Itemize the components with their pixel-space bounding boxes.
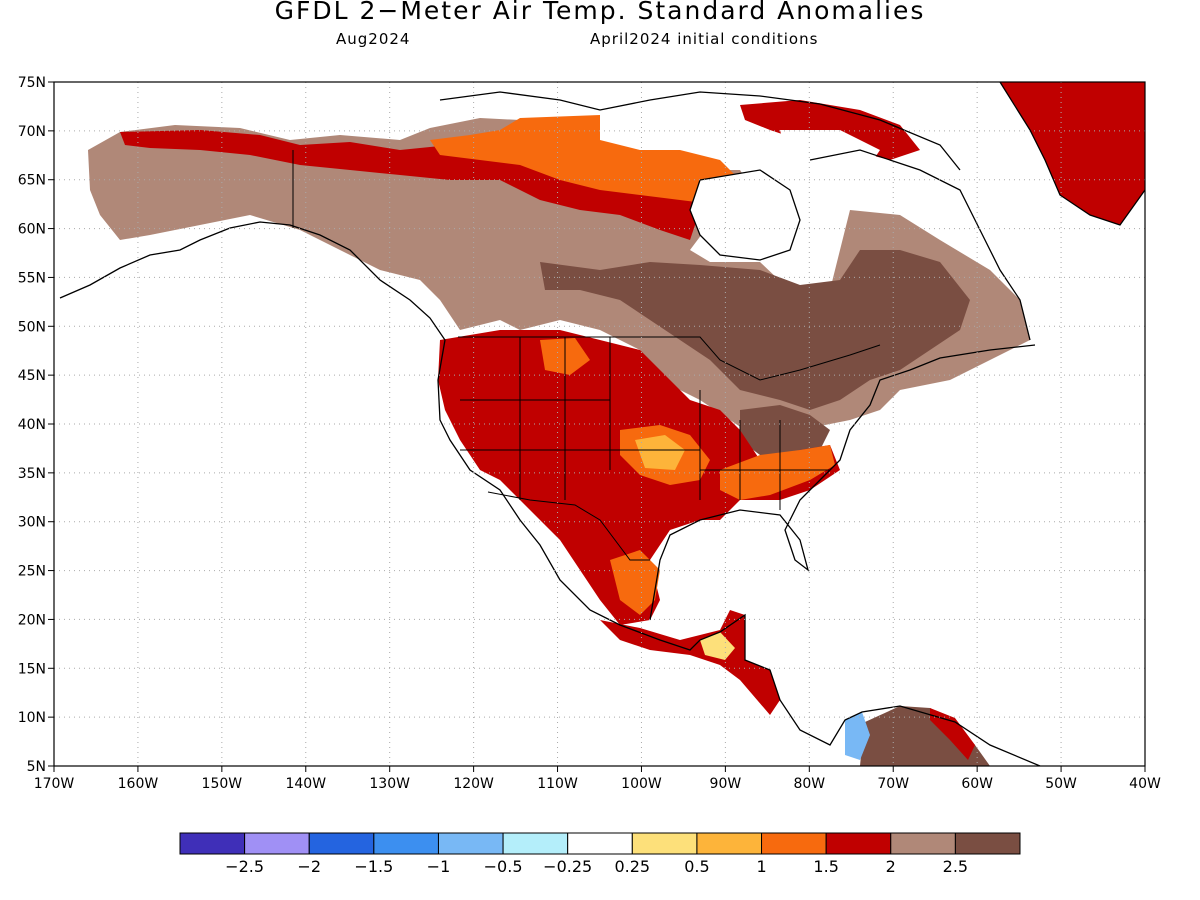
latitude-tick-label: 25N	[18, 564, 46, 580]
anomaly-region-west-us	[438, 330, 840, 625]
colorbar-swatch	[567, 832, 633, 855]
latitude-tick-label: 30N	[18, 515, 46, 531]
border-layer	[292, 150, 881, 561]
anomaly-region-hudson-west	[430, 115, 740, 205]
longitude-tick-label: 120W	[453, 776, 494, 792]
coastline-north-america	[59, 221, 1041, 766]
border-states-west	[460, 337, 700, 500]
border-us-mexico	[487, 491, 650, 561]
colorbar-label: 0.25	[614, 857, 650, 876]
longitude-tick-label: 130W	[369, 776, 410, 792]
latitude-tick-label: 65N	[18, 173, 46, 189]
border-us-canada	[458, 336, 881, 381]
colorbar-label: 2.5	[943, 857, 968, 876]
longitude-tick-label: 50W	[1045, 776, 1077, 792]
colorbar-swatch	[179, 832, 246, 855]
longitude-tick-label: 60W	[961, 776, 993, 792]
latitude-tick-layer: 5N 10N 15N 20N 25N 30N 35N 40N 45N 50N 55N 60N 65N 70…	[18, 75, 54, 775]
colorbar-label: −2	[297, 857, 321, 876]
border-states-east	[699, 390, 830, 510]
latitude-tick-label: 55N	[18, 270, 46, 286]
colorbar-label: 2	[886, 857, 896, 876]
longitude-tick-label: 170W	[34, 776, 75, 792]
coastline-gulf	[649, 344, 1036, 621]
anomaly-region-appalachia	[740, 405, 830, 455]
map-title: GFDL 2−Meter Air Temp. Standard Anomalie…	[274, 0, 926, 25]
colorbar-swatch	[696, 832, 763, 855]
longitude-tick-label: 90W	[710, 776, 742, 792]
latitude-tick-label: 5N	[27, 759, 46, 775]
longitude-tick-label: 80W	[793, 776, 825, 792]
longitude-tick-label: 110W	[537, 776, 578, 792]
coastline-layer	[59, 82, 1145, 766]
colorbar-swatch	[244, 832, 310, 855]
colorbar-swatch	[954, 832, 1021, 855]
latitude-tick-label: 40N	[18, 417, 46, 433]
latitude-tick-label: 35N	[18, 466, 46, 482]
longitude-tick-label: 140W	[285, 776, 326, 792]
latitude-tick-label: 20N	[18, 612, 46, 628]
longitude-tick-layer: 170W 160W 150W 140W 130W 120W 110W 100W 90W 80W 70…	[34, 766, 1161, 792]
anomaly-region-greenland	[1000, 82, 1145, 225]
longitude-tick-label: 150W	[202, 776, 243, 792]
colorbar-label: −1	[427, 857, 451, 876]
anomaly-region-southeast-hot	[720, 445, 835, 500]
longitude-tick-label: 40W	[1129, 776, 1161, 792]
colorbar-label: 1.5	[813, 857, 838, 876]
latitude-tick-label: 60N	[18, 222, 46, 238]
coastline-greenland	[999, 82, 1145, 226]
colorbar-swatch	[631, 832, 698, 855]
colorbar-swatch	[761, 832, 827, 855]
initial-conditions-label: April2024 initial conditions	[590, 30, 819, 48]
map-field-layer	[88, 82, 1145, 766]
colorbar-swatch	[890, 832, 956, 855]
latitude-tick-label: 10N	[18, 710, 46, 726]
anomaly-region-plains-yellow	[635, 435, 685, 470]
coastline-arctic-islands	[439, 91, 961, 171]
colorbar-label: −1.5	[354, 857, 393, 876]
colorbar-swatch	[308, 832, 375, 855]
gridline-layer	[54, 82, 1145, 766]
longitude-tick-label: 160W	[118, 776, 159, 792]
latitude-tick-label: 45N	[18, 368, 46, 384]
anomaly-region-quebec	[540, 250, 970, 410]
anomaly-region-yucatan-yellow	[700, 632, 735, 660]
anomaly-region-mexico-south	[600, 610, 780, 715]
coastline-labrador	[809, 149, 1031, 341]
valid-month-label: Aug2024	[336, 30, 411, 48]
anomaly-region-baffin-white	[780, 130, 880, 190]
latitude-tick-label: 70N	[18, 124, 46, 140]
colorbar-label: −0.25	[543, 857, 592, 876]
longitude-tick-label: 70W	[877, 776, 909, 792]
latitude-tick-label: 15N	[18, 661, 46, 677]
colorbar-label: −0.5	[484, 857, 523, 876]
anomaly-region-south-america	[860, 706, 990, 766]
colorbar-label: 0.5	[684, 857, 709, 876]
colorbar-swatch	[825, 832, 892, 855]
colorbar-swatch	[437, 832, 504, 855]
colorbar-label: −2.5	[225, 857, 264, 876]
colorbar-swatch	[373, 832, 439, 855]
colorbar: −2.5 −2 −1.5 −1 −0.5 −0.25 0.25 0.5 1 1.5 2 2.5	[179, 832, 1021, 876]
colorbar-swatch	[502, 832, 569, 855]
anomaly-region-south-america-red	[930, 708, 975, 760]
latitude-tick-label: 50N	[18, 319, 46, 335]
latitude-tick-label: 75N	[18, 75, 46, 91]
anomaly-region-mexico-hot	[610, 550, 660, 615]
anomaly-region-hudson-bay	[690, 170, 800, 260]
colorbar-label: 1	[756, 857, 766, 876]
anomaly-region-colombia-blue	[845, 712, 870, 760]
longitude-tick-label: 100W	[621, 776, 662, 792]
